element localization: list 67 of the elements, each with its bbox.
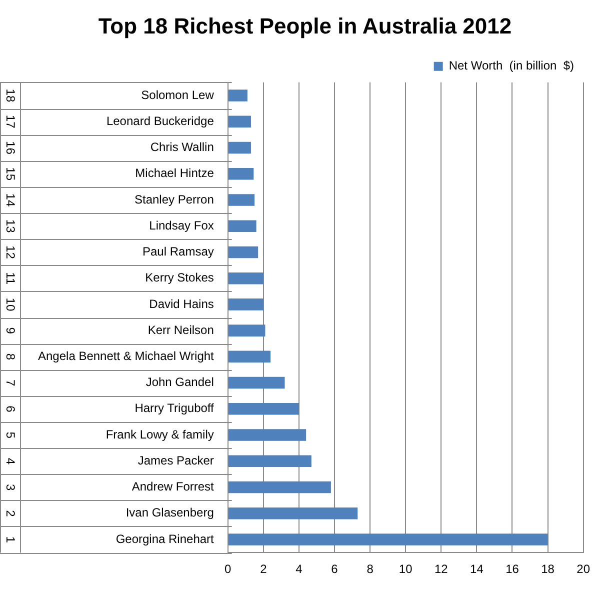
text: 12	[4, 246, 18, 260]
bar	[228, 508, 358, 520]
text: 15	[4, 167, 18, 181]
y-tick-label: Michael Hintze	[135, 166, 214, 180]
y-tick-label: Angela Bennett & Michael Wright	[38, 348, 215, 363]
bar	[228, 481, 331, 494]
text: 10	[4, 298, 18, 312]
y-tick-label: John Gandel	[146, 375, 214, 390]
y-tick-label: Stanley Perron	[134, 192, 214, 206]
text: 6	[4, 406, 18, 413]
x-tick-label: 0	[224, 562, 232, 576]
bar	[228, 220, 256, 232]
text: 16	[4, 141, 18, 155]
bar	[228, 376, 285, 389]
text: 14	[4, 193, 18, 207]
bar	[228, 194, 255, 206]
bar	[228, 168, 254, 180]
text: 3	[4, 484, 18, 491]
text: 9	[4, 327, 18, 334]
text: 5	[4, 432, 18, 439]
y-tick-label: David Hains	[149, 296, 214, 311]
bar	[228, 272, 264, 284]
bar	[228, 350, 271, 363]
x-tick-label: 10	[398, 562, 413, 576]
text: 8	[4, 353, 18, 360]
text: 7	[4, 379, 18, 386]
text: 1	[4, 536, 18, 544]
y-tick-label: Lindsay Fox	[149, 218, 214, 232]
x-tick-label: 16	[506, 562, 520, 576]
text: 18	[4, 88, 18, 102]
legend-label: Net Worth (in billion $)	[448, 58, 574, 73]
text: 2	[4, 510, 18, 518]
text: 17	[4, 114, 18, 129]
bar	[228, 324, 266, 336]
text: 13	[4, 219, 18, 234]
x-tick-label: 4	[296, 562, 303, 576]
y-tick-label: Kerr Neilson	[148, 322, 214, 337]
bar	[228, 455, 312, 468]
bar	[228, 142, 251, 154]
x-tick-label: 2	[260, 562, 268, 576]
y-tick-label: Andrew Forrest	[132, 480, 215, 494]
y-tick-label: Ivan Glasenberg	[126, 506, 214, 520]
x-tick-label: 14	[470, 562, 484, 576]
bar	[228, 298, 264, 310]
chart-title: Top 18 Richest People in Australia 2012	[98, 13, 512, 38]
y-tick-label: Leonard Buckeridge	[106, 114, 214, 128]
y-tick-label: Frank Lowy & family	[106, 427, 214, 442]
bar	[228, 403, 299, 415]
y-tick-label: Chris Wallin	[150, 140, 214, 154]
bar	[228, 90, 248, 102]
x-tick-label: 6	[331, 562, 338, 576]
y-tick-label: Kerry Stokes	[145, 270, 214, 285]
y-tick-label: Solomon Lew	[141, 88, 214, 102]
y-tick-label: James Packer	[138, 453, 214, 468]
bar	[228, 246, 258, 258]
x-tick-label: 18	[541, 562, 555, 576]
bar	[228, 534, 548, 546]
x-tick-label: 12	[434, 562, 448, 576]
bar	[228, 429, 306, 441]
x-tick-label: 20	[576, 562, 590, 576]
text: 4	[4, 458, 18, 465]
bar	[228, 116, 251, 128]
y-tick-label: Georgina Rinehart	[116, 532, 215, 546]
text: 11	[4, 272, 18, 285]
y-tick-label: Harry Triguboff	[134, 401, 215, 416]
x-tick-label: 8	[366, 562, 374, 576]
y-tick-label: Paul Ramsay	[142, 244, 214, 259]
